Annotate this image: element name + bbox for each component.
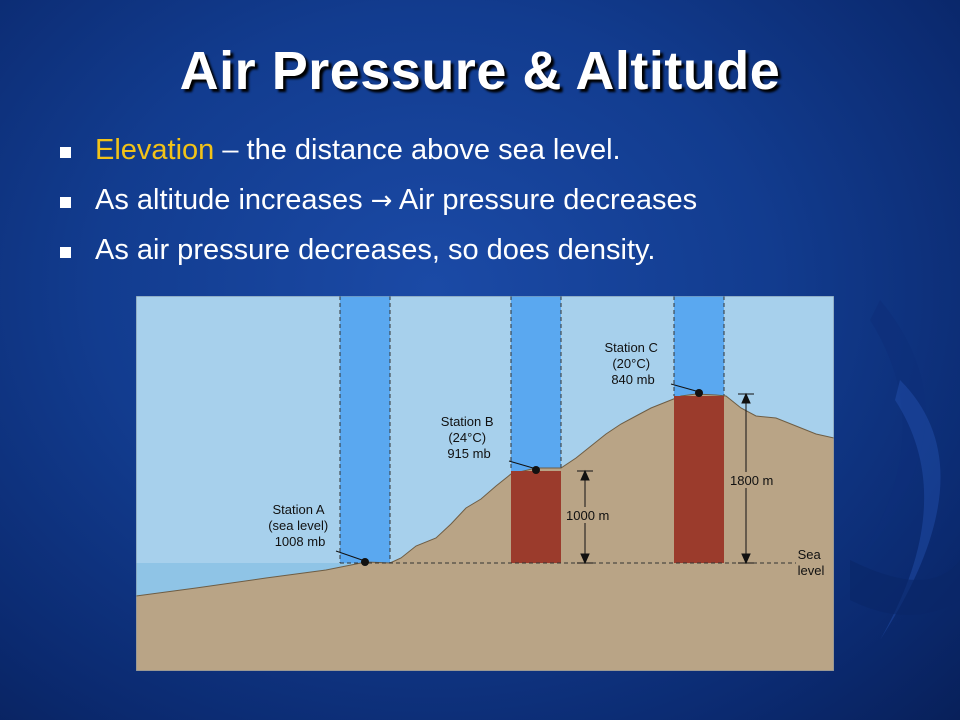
station-b-label: Station B (24°C) 915 mb <box>441 414 497 461</box>
altitude-pressure-diagram: Station A (sea level) 1008 mb Station B … <box>136 296 834 671</box>
elevation-definition: – the distance above sea level. <box>214 134 621 166</box>
column-dashed-borders <box>339 296 725 563</box>
diagram-svg: Station A (sea level) 1008 mb Station B … <box>136 296 834 671</box>
height-dimension-b <box>577 469 593 565</box>
elevation-term: Elevation <box>95 134 215 166</box>
bullet-text: As air pressure decreases, so does densi… <box>95 234 656 266</box>
bullet-text-after: Air pressure decreases <box>392 184 698 216</box>
slide-title: Air Pressure & Altitude <box>179 41 781 101</box>
right-arrow-icon: → <box>370 186 393 216</box>
leader-lines <box>335 383 697 561</box>
station-a-label: Station A (sea level) 1008 mb <box>268 502 332 549</box>
bullet-square-icon <box>60 197 71 208</box>
station-c-label: Station C (20°C) 840 mb <box>604 340 661 387</box>
bullet-square-icon <box>60 147 71 158</box>
bullet-list: Elevation – the distance above sea level… <box>60 130 920 280</box>
rock-column-b <box>511 471 561 563</box>
station-b-dot <box>532 466 540 474</box>
bullet-item: As altitude increases → Air pressure dec… <box>60 180 920 230</box>
station-c-dot <box>695 389 703 397</box>
bullet-square-icon <box>60 247 71 258</box>
sea-level-label: Sea level <box>798 547 825 578</box>
rock-column-c <box>674 396 724 563</box>
height-c-label: 1800 m <box>730 473 773 488</box>
station-a-dot <box>361 558 369 566</box>
height-c-label-bg <box>726 472 788 488</box>
air-column-b <box>511 296 561 471</box>
bullet-item: As air pressure decreases, so does densi… <box>60 230 920 280</box>
mountain-ground <box>136 393 834 671</box>
height-b-label-bg <box>564 507 624 523</box>
height-b-label: 1000 m <box>566 508 609 523</box>
air-column-c <box>674 296 724 396</box>
bullet-text-before: As altitude increases <box>95 184 371 216</box>
bullet-item: Elevation – the distance above sea level… <box>60 130 920 180</box>
air-column-a <box>340 296 390 563</box>
